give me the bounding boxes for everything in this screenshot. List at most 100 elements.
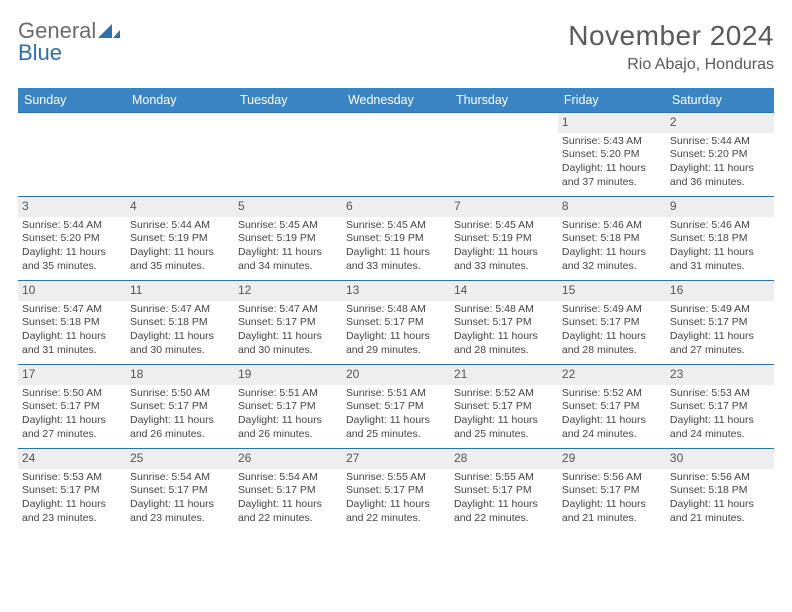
sunrise-text: Sunrise: 5:52 AM <box>454 387 554 401</box>
daylight-text: Daylight: 11 hours <box>670 498 770 512</box>
dow-sun: Sunday <box>18 88 126 113</box>
dow-wed: Wednesday <box>342 88 450 113</box>
sunrise-text: Sunrise: 5:43 AM <box>562 135 662 149</box>
daylight-text: and 26 minutes. <box>130 428 230 442</box>
day-cell: 21Sunrise: 5:52 AMSunset: 5:17 PMDayligh… <box>450 365 558 449</box>
week-row: 1Sunrise: 5:43 AMSunset: 5:20 PMDaylight… <box>18 113 774 197</box>
sunrise-text: Sunrise: 5:48 AM <box>346 303 446 317</box>
day-number: 2 <box>666 113 774 133</box>
sunset-text: Sunset: 5:17 PM <box>22 484 122 498</box>
sunset-text: Sunset: 5:17 PM <box>562 484 662 498</box>
daylight-text: and 35 minutes. <box>22 260 122 274</box>
day-cell: 26Sunrise: 5:54 AMSunset: 5:17 PMDayligh… <box>234 449 342 533</box>
daylight-text: and 34 minutes. <box>238 260 338 274</box>
daylight-text: Daylight: 11 hours <box>346 330 446 344</box>
day-cell: 9Sunrise: 5:46 AMSunset: 5:18 PMDaylight… <box>666 197 774 281</box>
brand-blue: Blue <box>18 40 62 65</box>
day-number: 20 <box>342 365 450 385</box>
daylight-text: and 28 minutes. <box>454 344 554 358</box>
day-cell <box>450 113 558 197</box>
sunrise-text: Sunrise: 5:44 AM <box>130 219 230 233</box>
day-cell: 28Sunrise: 5:55 AMSunset: 5:17 PMDayligh… <box>450 449 558 533</box>
sunset-text: Sunset: 5:17 PM <box>454 400 554 414</box>
sunset-text: Sunset: 5:17 PM <box>670 400 770 414</box>
title-block: November 2024 Rio Abajo, Honduras <box>568 20 774 74</box>
day-number: 6 <box>342 197 450 217</box>
week-row: 10Sunrise: 5:47 AMSunset: 5:18 PMDayligh… <box>18 281 774 365</box>
daylight-text: and 36 minutes. <box>670 176 770 190</box>
sunset-text: Sunset: 5:17 PM <box>346 484 446 498</box>
daylight-text: Daylight: 11 hours <box>22 498 122 512</box>
sunrise-text: Sunrise: 5:54 AM <box>130 471 230 485</box>
day-cell: 1Sunrise: 5:43 AMSunset: 5:20 PMDaylight… <box>558 113 666 197</box>
sunset-text: Sunset: 5:19 PM <box>454 232 554 246</box>
dow-sat: Saturday <box>666 88 774 113</box>
day-cell <box>234 113 342 197</box>
day-number: 5 <box>234 197 342 217</box>
day-number: 17 <box>18 365 126 385</box>
calendar-body: 1Sunrise: 5:43 AMSunset: 5:20 PMDaylight… <box>18 113 774 533</box>
day-cell: 14Sunrise: 5:48 AMSunset: 5:17 PMDayligh… <box>450 281 558 365</box>
day-number: 13 <box>342 281 450 301</box>
calendar-table: Sunday Monday Tuesday Wednesday Thursday… <box>18 88 774 533</box>
sunrise-text: Sunrise: 5:45 AM <box>454 219 554 233</box>
header: General Blue November 2024 Rio Abajo, Ho… <box>18 20 774 74</box>
day-number: 29 <box>558 449 666 469</box>
location: Rio Abajo, Honduras <box>568 56 774 74</box>
sunrise-text: Sunrise: 5:51 AM <box>238 387 338 401</box>
day-number: 11 <box>126 281 234 301</box>
day-cell: 27Sunrise: 5:55 AMSunset: 5:17 PMDayligh… <box>342 449 450 533</box>
sunset-text: Sunset: 5:17 PM <box>346 400 446 414</box>
day-number: 4 <box>126 197 234 217</box>
sunset-text: Sunset: 5:17 PM <box>562 400 662 414</box>
day-cell: 20Sunrise: 5:51 AMSunset: 5:17 PMDayligh… <box>342 365 450 449</box>
day-cell: 13Sunrise: 5:48 AMSunset: 5:17 PMDayligh… <box>342 281 450 365</box>
day-cell <box>342 113 450 197</box>
sunrise-text: Sunrise: 5:44 AM <box>22 219 122 233</box>
day-number: 16 <box>666 281 774 301</box>
sunset-text: Sunset: 5:17 PM <box>130 484 230 498</box>
daylight-text: Daylight: 11 hours <box>670 414 770 428</box>
daylight-text: Daylight: 11 hours <box>562 330 662 344</box>
week-row: 3Sunrise: 5:44 AMSunset: 5:20 PMDaylight… <box>18 197 774 281</box>
daylight-text: Daylight: 11 hours <box>454 498 554 512</box>
sunset-text: Sunset: 5:19 PM <box>346 232 446 246</box>
day-number: 9 <box>666 197 774 217</box>
daylight-text: and 28 minutes. <box>562 344 662 358</box>
dow-thu: Thursday <box>450 88 558 113</box>
sunset-text: Sunset: 5:17 PM <box>238 316 338 330</box>
daylight-text: Daylight: 11 hours <box>130 330 230 344</box>
day-cell: 2Sunrise: 5:44 AMSunset: 5:20 PMDaylight… <box>666 113 774 197</box>
daylight-text: and 31 minutes. <box>22 344 122 358</box>
daylight-text: Daylight: 11 hours <box>238 414 338 428</box>
daylight-text: Daylight: 11 hours <box>130 246 230 260</box>
day-cell: 15Sunrise: 5:49 AMSunset: 5:17 PMDayligh… <box>558 281 666 365</box>
sunrise-text: Sunrise: 5:45 AM <box>238 219 338 233</box>
daylight-text: and 23 minutes. <box>22 512 122 526</box>
daylight-text: Daylight: 11 hours <box>238 246 338 260</box>
daylight-text: Daylight: 11 hours <box>346 246 446 260</box>
day-number: 27 <box>342 449 450 469</box>
sunset-text: Sunset: 5:17 PM <box>238 484 338 498</box>
daylight-text: and 24 minutes. <box>562 428 662 442</box>
daylight-text: Daylight: 11 hours <box>454 246 554 260</box>
sunset-text: Sunset: 5:17 PM <box>454 316 554 330</box>
sunset-text: Sunset: 5:17 PM <box>670 316 770 330</box>
day-number: 10 <box>18 281 126 301</box>
day-cell: 10Sunrise: 5:47 AMSunset: 5:18 PMDayligh… <box>18 281 126 365</box>
sunset-text: Sunset: 5:18 PM <box>670 232 770 246</box>
sunrise-text: Sunrise: 5:47 AM <box>130 303 230 317</box>
daylight-text: Daylight: 11 hours <box>22 414 122 428</box>
sunset-text: Sunset: 5:20 PM <box>562 148 662 162</box>
daylight-text: and 33 minutes. <box>454 260 554 274</box>
daylight-text: and 30 minutes. <box>238 344 338 358</box>
day-number: 3 <box>18 197 126 217</box>
daylight-text: Daylight: 11 hours <box>130 414 230 428</box>
day-number: 26 <box>234 449 342 469</box>
day-cell: 16Sunrise: 5:49 AMSunset: 5:17 PMDayligh… <box>666 281 774 365</box>
daylight-text: Daylight: 11 hours <box>22 246 122 260</box>
sunset-text: Sunset: 5:17 PM <box>22 400 122 414</box>
dow-mon: Monday <box>126 88 234 113</box>
sunrise-text: Sunrise: 5:56 AM <box>670 471 770 485</box>
daylight-text: Daylight: 11 hours <box>346 414 446 428</box>
